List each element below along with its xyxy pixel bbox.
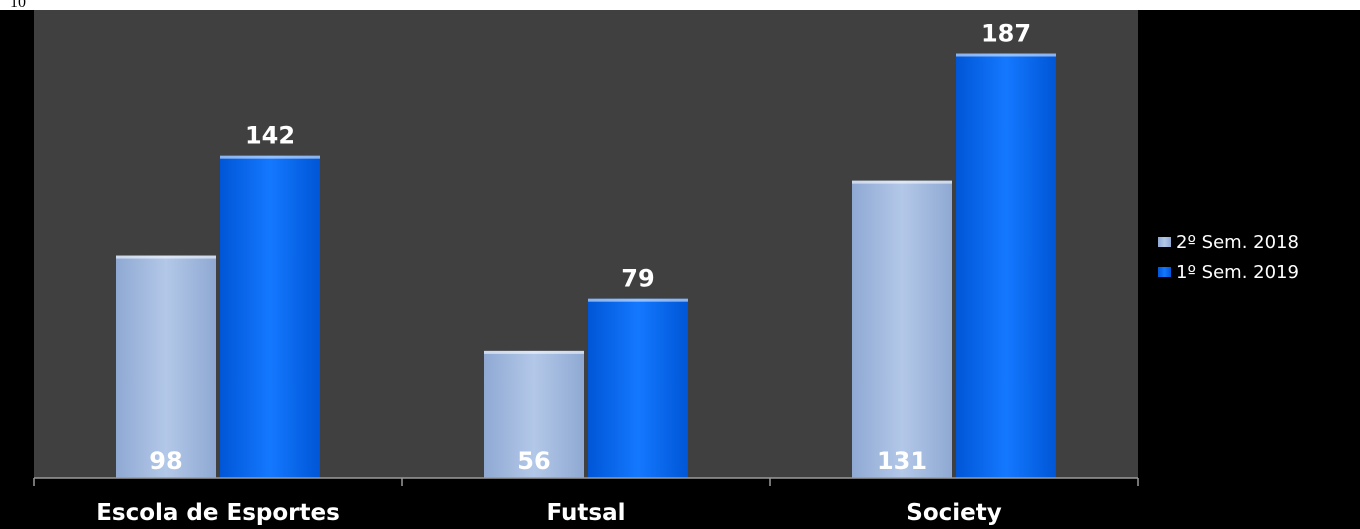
bar-sem1-2019-2 [956, 53, 1056, 478]
legend-swatch [1158, 237, 1171, 247]
legend-label: 1º Sem. 2019 [1176, 262, 1299, 283]
category-label: Escola de Esportes [96, 500, 340, 526]
bar-sem2-2018-2 [852, 180, 952, 478]
bar-value-label: 142 [245, 122, 295, 150]
bar-sem2-2018-0 [116, 255, 216, 478]
bar-sem1-2019-0 [220, 155, 320, 478]
category-label: Society [906, 500, 1001, 526]
bar-sem1-2019-1 [588, 298, 688, 478]
bar-sem2-2018-1 [484, 350, 584, 478]
legend-swatch [1158, 267, 1171, 277]
bar-highlight [484, 350, 584, 354]
legend-label: 2º Sem. 2018 [1176, 232, 1299, 253]
bar-value-label: 79 [621, 265, 654, 293]
category-label: Futsal [546, 500, 625, 526]
bar-highlight [220, 155, 320, 159]
bar-value-label: 131 [877, 447, 927, 475]
bar-highlight [852, 180, 952, 184]
bar-chart: 98 142 56 79 131 187 Escola de Esportes Futsal… [33, 10, 1299, 526]
bar-value-label: 56 [517, 447, 550, 475]
bar-highlight [588, 298, 688, 302]
chart-area: 98 142 56 79 131 187 Escola de Esportes Futsal… [0, 10, 1360, 529]
bar-value-label: 98 [149, 447, 182, 475]
bar-highlight [116, 255, 216, 259]
bar-highlight [956, 53, 1056, 57]
bar-value-label: 187 [981, 20, 1031, 48]
plot-area [34, 10, 1138, 478]
page-number: 10 [10, 0, 26, 11]
